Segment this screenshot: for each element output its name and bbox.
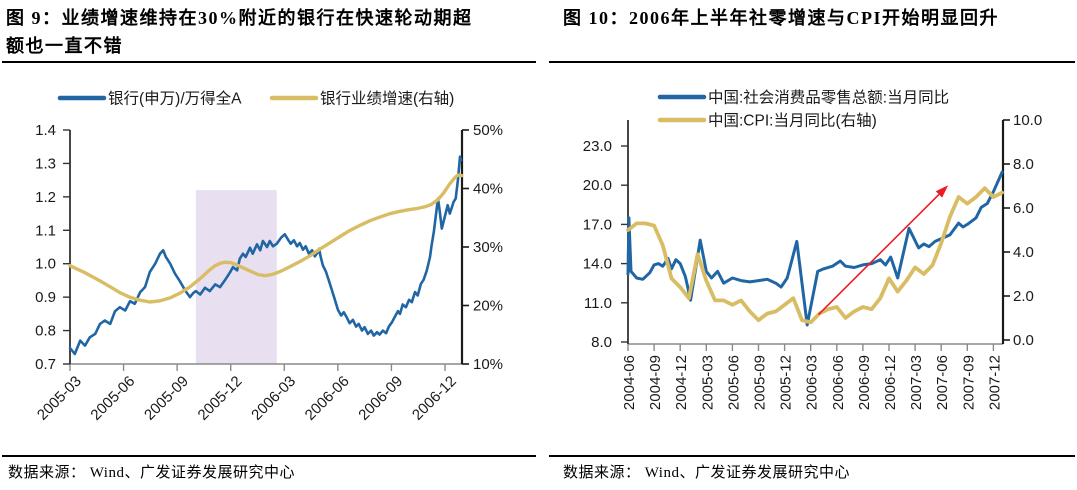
right-axis-tick-label: 50% <box>473 122 503 139</box>
right-axis-tick-label: 30% <box>473 239 503 256</box>
right-axis-tick-label: 6.0 <box>1013 200 1034 217</box>
x-tick-label: 2007-12 <box>986 355 1003 410</box>
right-axis-tick-label: 10% <box>473 356 503 373</box>
x-tick-label: 2007-09 <box>960 355 977 410</box>
line-series-0 <box>68 155 463 356</box>
x-tick-label: 2006-06 <box>302 373 353 424</box>
x-tick-label: 2006-03 <box>248 373 299 424</box>
left-axis-tick-label: 1.1 <box>35 222 56 239</box>
right-axis-tick-label: 8.0 <box>1013 156 1034 173</box>
figure-9-data-source: 数据来源： Wind、广发证券发展研究中心 <box>8 465 295 481</box>
left-axis-tick-label: 0.9 <box>35 289 56 306</box>
figure-10-data-source: 数据来源： Wind、广发证券发展研究中心 <box>563 465 850 481</box>
x-tick-label: 2007-06 <box>934 355 951 410</box>
x-tick-label: 2005-06 <box>725 355 742 410</box>
legend-label-0: 银行(申万)/万得全A <box>108 90 242 108</box>
legend-label-0: 中国:社会消费品零售总额:当月同比 <box>708 89 949 107</box>
figure-10-chart: 2004-06 2004-09 2004-12 2005-03 2005-06 2005-… <box>583 89 1042 411</box>
left-axis-tick-label: 23.0 <box>583 138 612 155</box>
x-tick-label: 2004-06 <box>621 355 638 410</box>
x-tick-label: 2006-12 <box>409 373 460 424</box>
right-axis-tick-label: 4.0 <box>1013 244 1034 261</box>
x-tick-label: 2006-12 <box>882 355 899 410</box>
line-series-1 <box>626 186 1004 325</box>
left-axis-tick-label: 1.4 <box>35 122 56 139</box>
x-tick-label: 2005-09 <box>141 373 192 424</box>
line-series-0 <box>626 170 1004 327</box>
right-axis-tick-label: 0.0 <box>1013 332 1034 349</box>
right-axis-tick-label: 20% <box>473 298 503 315</box>
trend-arrow-shaft <box>817 193 940 316</box>
left-axis-tick-label: 1.0 <box>35 256 56 273</box>
x-tick-label: 2005-03 <box>34 373 85 424</box>
x-tick-label: 2005-09 <box>752 355 769 410</box>
x-tick-label: 2005-03 <box>699 355 716 410</box>
line-series-1 <box>68 173 464 304</box>
left-axis-tick-label: 0.8 <box>35 323 56 340</box>
left-axis-tick-label: 20.0 <box>583 177 612 194</box>
x-tick-label: 2005-06 <box>87 373 138 424</box>
figure-10-source-divider <box>549 455 1075 457</box>
x-tick-label: 2005-12 <box>778 355 795 410</box>
x-tick-label: 2006-03 <box>804 355 821 410</box>
left-axis-tick-label: 0.7 <box>35 356 56 373</box>
x-tick-label: 2007-03 <box>908 355 925 410</box>
right-axis-tick-label: 40% <box>473 181 503 198</box>
figure-10-title-divider <box>549 61 1075 63</box>
x-tick-label: 2005-12 <box>195 373 246 424</box>
x-tick-label: 2006-09 <box>856 355 873 410</box>
left-axis-tick-label: 8.0 <box>591 334 612 351</box>
x-tick-label: 2004-09 <box>647 355 664 410</box>
x-tick-label: 2006-06 <box>830 355 847 410</box>
left-axis-tick-label: 1.3 <box>35 155 56 172</box>
left-axis-tick-label: 11.0 <box>584 295 612 312</box>
figure-9-title: 图 9：业绩增速维持在30%附近的银行在快速轮动期超 额也一直不错 <box>6 8 473 56</box>
legend-label-1: 中国:CPI:当月同比(右轴) <box>708 112 877 130</box>
right-axis-tick-label: 2.0 <box>1013 288 1034 305</box>
left-axis-tick-label: 1.2 <box>35 189 56 206</box>
x-tick-label: 2006-09 <box>355 373 406 424</box>
figure-9-title-divider <box>2 61 536 63</box>
left-axis-tick-label: 17.0 <box>583 216 612 233</box>
left-axis-tick-label: 14.0 <box>583 256 612 273</box>
figure-9-source-divider <box>2 455 536 457</box>
x-tick-label: 2004-12 <box>673 355 690 410</box>
right-axis-tick-label: 10.0 <box>1013 112 1042 129</box>
figure-10-title: 图 10：2006年上半年社零增速与CPI开始明显回升 <box>563 8 999 28</box>
figure-9-chart: 2005-03 2005-06 2005-09 2005-12 2006-03 2006-… <box>34 90 503 424</box>
trend-arrow-head <box>935 185 949 198</box>
legend-label-1: 银行业绩增速(右轴) <box>320 90 454 108</box>
